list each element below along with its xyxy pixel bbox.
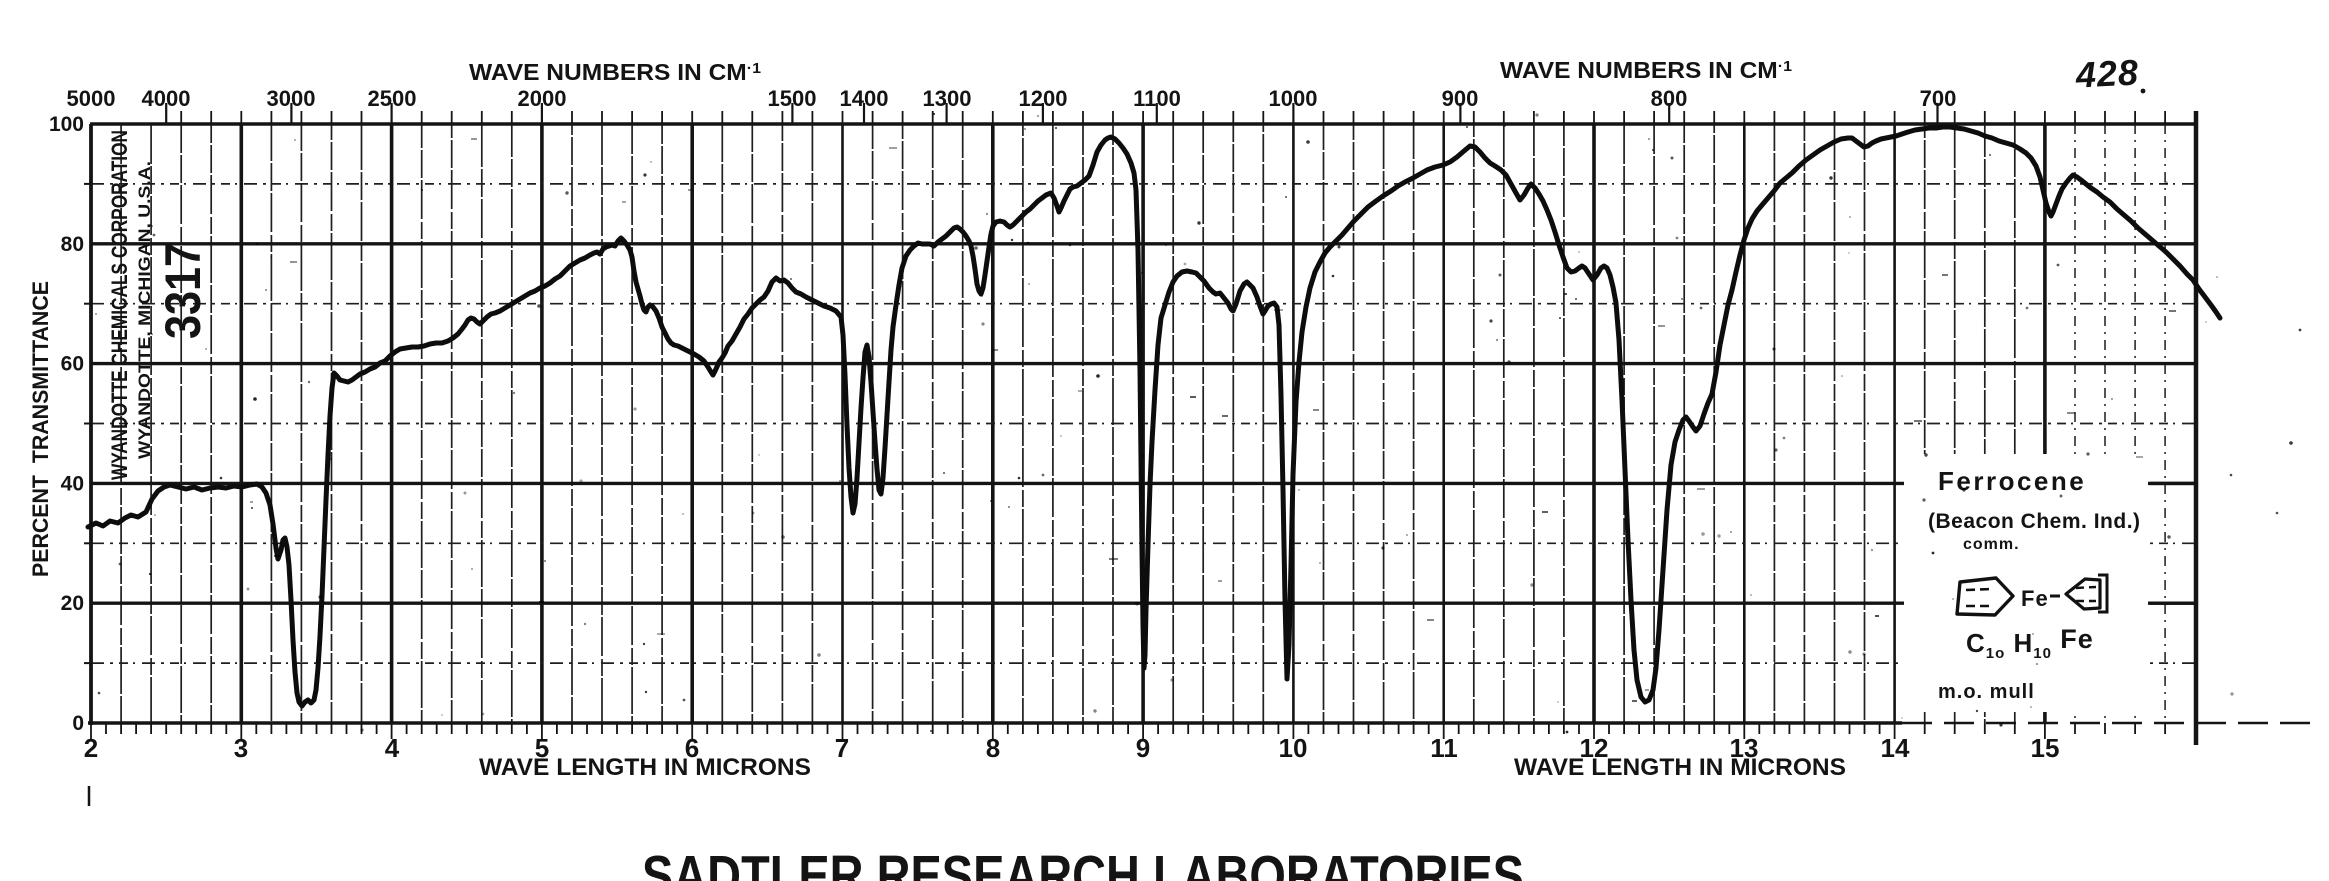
svg-text:4: 4	[385, 733, 400, 763]
svg-text:WYANDOTTE, MICHIGAN, U.S.A.: WYANDOTTE, MICHIGAN, U.S.A.	[135, 161, 154, 459]
svg-text:1400: 1400	[840, 86, 889, 111]
svg-text:10: 10	[1279, 733, 1308, 763]
svg-text:0: 0	[72, 712, 84, 735]
svg-text:2000: 2000	[518, 86, 567, 111]
svg-text:800: 800	[1651, 86, 1688, 111]
svg-text:3317: 3317	[155, 243, 211, 339]
svg-text:comm.: comm.	[1963, 536, 2020, 553]
svg-text:428: 428	[2074, 51, 2140, 95]
svg-text:2: 2	[84, 733, 98, 763]
svg-text:PHILADELPHIA 2, PENNA.: PHILADELPHIA 2, PENNA.	[1560, 878, 1900, 881]
svg-text:WAVE NUMBERS IN CM·1: WAVE NUMBERS IN CM ·1	[469, 59, 761, 85]
svg-text:900: 900	[1442, 86, 1479, 111]
svg-text:7: 7	[835, 733, 849, 763]
svg-text:60: 60	[61, 353, 84, 376]
svg-text:5: 5	[535, 733, 549, 763]
svg-text:m.o. mull: m.o. mull	[1938, 681, 2035, 703]
svg-text:9: 9	[1136, 733, 1150, 763]
svg-text:11: 11	[1430, 733, 1458, 763]
svg-text:1000: 1000	[1269, 86, 1318, 111]
svg-text:1500: 1500	[768, 86, 817, 111]
svg-text:3000: 3000	[267, 86, 316, 111]
svg-text:Fe: Fe	[2021, 586, 2049, 611]
svg-text:(Beacon Chem. Ind.): (Beacon Chem. Ind.)	[1928, 510, 2141, 533]
svg-text:1300: 1300	[923, 86, 972, 111]
svg-text:1200: 1200	[1019, 86, 1068, 111]
svg-text:13: 13	[1730, 733, 1759, 763]
svg-text:6: 6	[685, 733, 699, 763]
svg-text:PERCENT TRANSMITTANCE: PERCENT TRANSMITTANCE	[28, 281, 53, 577]
svg-text:WYANDOTTE CHEMICALS CORPORATIO: WYANDOTTE CHEMICALS CORPORATION	[107, 130, 132, 480]
svg-text:100: 100	[49, 113, 84, 136]
svg-text:WAVE LENGTH IN MICRONS: WAVE LENGTH IN MICRONS	[1514, 754, 1846, 781]
svg-text:15: 15	[2031, 733, 2060, 763]
svg-text:700: 700	[1920, 86, 1957, 111]
svg-text:20: 20	[61, 592, 84, 615]
svg-text:3: 3	[234, 733, 248, 763]
svg-text:2500: 2500	[368, 86, 417, 111]
svg-text:14: 14	[1881, 733, 1910, 763]
svg-text:WAVE NUMBERS IN CM·1: WAVE NUMBERS IN CM ·1	[1500, 57, 1792, 83]
svg-text:1100: 1100	[1133, 86, 1181, 111]
svg-text:8: 8	[986, 733, 1000, 763]
svg-text:12: 12	[1580, 733, 1609, 763]
svg-text:SADTLER RESEARCH LABORATORIES: SADTLER RESEARCH LABORATORIES	[642, 844, 1524, 881]
svg-text:5000: 5000	[67, 86, 116, 111]
svg-text:4000: 4000	[142, 86, 191, 111]
svg-text:Ferrocene: Ferrocene	[1938, 466, 2086, 496]
svg-text:80: 80	[61, 233, 84, 256]
svg-text:40: 40	[61, 472, 84, 495]
svg-text:WAVE LENGTH IN MICRONS: WAVE LENGTH IN MICRONS	[479, 754, 811, 781]
